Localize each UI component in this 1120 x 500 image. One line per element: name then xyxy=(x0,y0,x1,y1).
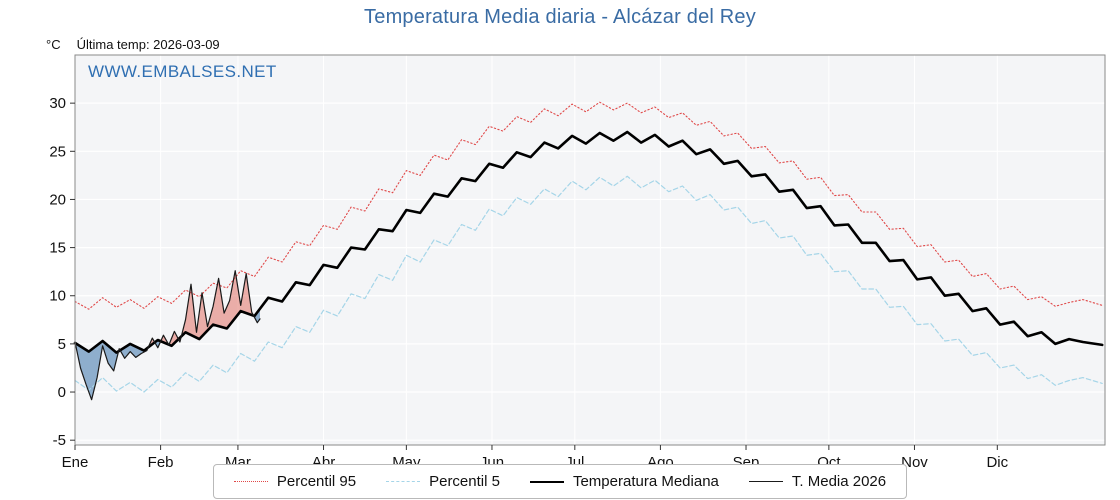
series-line-t-media-2026 xyxy=(74,270,261,401)
legend-box: Percentil 95 Percentil 5 Temperatura Med… xyxy=(212,464,908,499)
x-tick-label: Nov xyxy=(901,454,928,471)
chart-title: Temperatura Media diaria - Alcázar del R… xyxy=(364,6,756,28)
chart-header: °C Última temp: 2026-03-09 xyxy=(46,37,220,52)
y-tick-label: 0 xyxy=(58,384,66,401)
legend-label-percentil-5: Percentil 5 xyxy=(429,473,500,490)
fill-above-median xyxy=(75,270,260,353)
y-tick-label: 5 xyxy=(58,336,66,353)
legend-label-temperatura-mediana: Temperatura Mediana xyxy=(572,473,719,490)
legend-item-temperatura-mediana: Temperatura Mediana xyxy=(529,473,719,490)
legend-item-percentil-5: Percentil 5 xyxy=(386,473,500,490)
legend-sample-percentil-5-line xyxy=(386,481,421,482)
x-tick-label: Dic xyxy=(986,454,1008,471)
x-tick-label: Feb xyxy=(148,454,174,471)
legend-item-percentil-95: Percentil 95 xyxy=(233,473,357,490)
plot-background xyxy=(75,55,1105,445)
legend-label-t-media-2026: T. Media 2026 xyxy=(791,473,887,490)
y-tick-label: 20 xyxy=(49,191,66,208)
series-line-percentil-95 xyxy=(74,101,1103,310)
legend-sample-t-media-2026-line xyxy=(748,481,783,482)
legend: Percentil 95 Percentil 5 Temperatura Med… xyxy=(0,464,1120,499)
legend-sample-percentil-95-line xyxy=(233,481,268,482)
y-tick-label: 25 xyxy=(49,143,66,160)
y-tick-label: -5 xyxy=(53,432,66,449)
y-tick-label: 30 xyxy=(49,95,66,112)
plot-frame xyxy=(74,54,1106,446)
y-tick-label: 15 xyxy=(49,240,66,257)
series-line-percentil-5 xyxy=(74,175,1103,393)
x-tick-label: Ene xyxy=(62,454,89,471)
legend-label-percentil-95: Percentil 95 xyxy=(276,473,357,490)
legend-item-t-media-2026: T. Media 2026 xyxy=(748,473,887,490)
y-axis-unit-label: °C xyxy=(46,37,61,52)
series-line-temperatura-mediana xyxy=(73,130,1104,354)
y-tick-label: 10 xyxy=(49,288,66,305)
legend-sample-temperatura-mediana-line xyxy=(529,480,564,483)
last-temp-label: Última temp: 2026-03-09 xyxy=(76,37,220,52)
